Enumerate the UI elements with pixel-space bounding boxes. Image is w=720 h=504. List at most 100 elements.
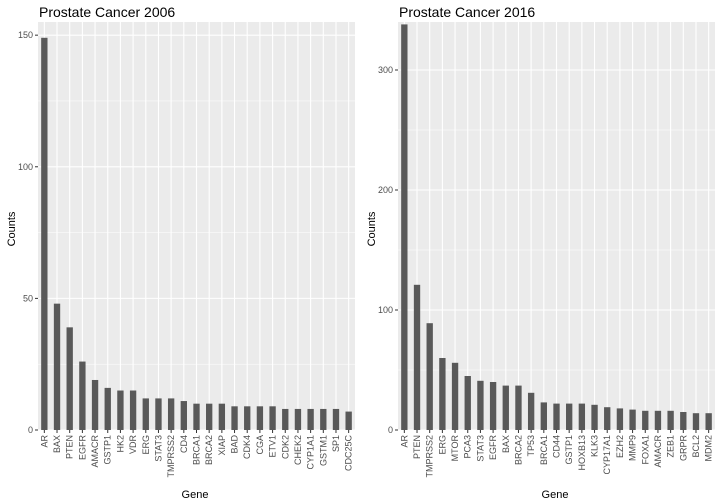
x-tick-label: ZEB1: [666, 435, 676, 458]
bar-cyp17a1: [604, 407, 611, 430]
x-tick-label: BRCA2: [204, 435, 214, 465]
x-tick-label: MTOR: [450, 435, 460, 462]
bar-cdk4: [244, 406, 251, 430]
bar-bax: [502, 385, 509, 430]
x-tick-label: BAX: [52, 435, 62, 453]
x-tick-label: AMACR: [90, 435, 100, 468]
bar-cdc25c: [345, 411, 352, 430]
x-tick-label: CDK4: [242, 435, 252, 459]
bar-tp53: [527, 392, 535, 430]
x-tick-label: STAT3: [153, 435, 163, 462]
x-tick-label: STAT3: [475, 435, 485, 462]
bar-zeb1: [667, 410, 674, 430]
x-tick-label: TMPRSS2: [425, 435, 435, 478]
x-tick-label: GSTP1: [564, 435, 574, 465]
x-tick-label: MDM2: [704, 435, 714, 462]
bar-pten: [66, 327, 73, 430]
x-tick-label: ETV1: [268, 435, 278, 458]
y-tick-label: 100: [378, 305, 393, 315]
bar-vdr: [129, 390, 137, 430]
bar-klk3: [591, 404, 598, 430]
x-tick-label: VDR: [128, 435, 138, 455]
bar-brca2: [206, 403, 213, 430]
bar-mmp9: [629, 409, 636, 430]
x-tick-label: HK2: [115, 435, 125, 453]
x-tick-label: EGFR: [77, 435, 87, 461]
y-tick-label: 100: [18, 162, 33, 172]
x-tick-label: FOXA1: [640, 435, 650, 465]
y-tick-label: 150: [18, 30, 33, 40]
bar-pca3: [464, 376, 471, 430]
bar-bcl2: [692, 413, 700, 430]
x-tick-label: TMPRSS2: [166, 435, 176, 478]
x-tick-label: MMP9: [628, 435, 638, 461]
x-tick-label: SP1: [331, 435, 341, 452]
bar-cd44: [553, 403, 560, 430]
x-tick-label: BAX: [501, 435, 511, 453]
x-tick-label: ERG: [437, 435, 447, 455]
bar-mtor: [451, 362, 459, 430]
bar-bax: [53, 303, 61, 430]
y-axis-title: Counts: [6, 211, 18, 246]
x-tick-label: BRCA1: [192, 435, 202, 465]
x-tick-label: EGFR: [488, 435, 498, 461]
x-tick-label: GSTP1: [103, 435, 113, 465]
y-tick-label: 50: [23, 293, 33, 303]
x-axis-title: Gene: [542, 489, 569, 501]
bar-pten: [413, 284, 421, 430]
y-tick-label: 200: [378, 185, 393, 195]
bar-ar: [41, 37, 48, 430]
y-tick-label: 0: [28, 425, 33, 435]
x-tick-label: BRCA2: [513, 435, 523, 465]
bar-egfr: [79, 361, 86, 430]
x-axis-title: Gene: [182, 489, 209, 501]
x-tick-label: PTEN: [412, 435, 422, 459]
chart-prostate-2006: 0 50 100 150 AR BAX PTEN EGFR AMACR GSTP1 HK2 VDR ER…: [6, 4, 355, 501]
x-tick-label: PCA3: [463, 435, 473, 459]
bar-hoxb13: [578, 403, 586, 430]
x-tick-label: CDK2: [280, 435, 290, 459]
bar-bad: [231, 406, 238, 430]
bar-brca2: [515, 385, 522, 430]
x-tick-label: KLK3: [590, 435, 600, 457]
bar-sp1: [332, 408, 340, 430]
bar-xiap: [218, 403, 226, 430]
x-tick-label: BRCA1: [539, 435, 549, 465]
x-tick-label: HOXB13: [577, 435, 587, 471]
bar-brca1: [540, 402, 547, 430]
x-tick-label: ERG: [141, 435, 151, 455]
bar-egfr: [489, 382, 497, 430]
bar-tmprss2: [426, 323, 433, 430]
x-tick-label: CGA: [255, 435, 265, 455]
bar-cyp1a1: [307, 408, 314, 430]
bar-cdk2: [282, 408, 289, 430]
bar-stat3: [477, 380, 484, 430]
bar-amacr: [91, 379, 99, 430]
bar-mdm2: [705, 413, 712, 430]
x-tick-label: CHEK2: [293, 435, 303, 465]
y-axis-title: Counts: [366, 211, 378, 246]
bar-ar: [401, 24, 408, 431]
bar-gstm1: [320, 408, 327, 430]
x-tick-label: AR: [399, 435, 409, 448]
plot-area: 0 50 100 150 AR BAX PTEN EGFR AMACR GSTP1 HK2 VDR ER…: [18, 22, 355, 478]
bar-foxa1: [642, 410, 649, 430]
x-tick-label: TP53: [526, 435, 536, 457]
chart-title: Prostate Cancer 2006: [39, 4, 175, 20]
chart-title: Prostate Cancer 2016: [399, 4, 535, 20]
bar-cd4: [180, 401, 187, 430]
x-tick-label: GSTM1: [318, 435, 328, 466]
bar-hk2: [117, 390, 124, 430]
bar-chek2: [294, 408, 302, 430]
x-tick-label: XIAP: [217, 435, 227, 456]
x-tick-label: GRPR: [678, 435, 688, 462]
bar-cga: [256, 406, 264, 430]
x-tick-label: BAD: [230, 435, 240, 454]
bar-erg: [142, 398, 149, 430]
y-tick-label: 300: [378, 65, 393, 75]
x-tick-label: AR: [39, 435, 49, 448]
x-tick-label: CYP17A1: [602, 435, 612, 475]
